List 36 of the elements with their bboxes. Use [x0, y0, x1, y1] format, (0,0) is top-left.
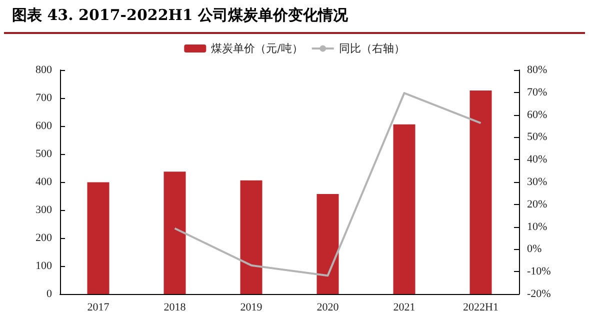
- legend-label: 煤炭单价（元/吨）: [211, 42, 303, 55]
- legend-label: 同比（右轴）: [338, 42, 405, 55]
- y-tick-label: 500: [36, 148, 52, 160]
- y-tick-label: 600: [36, 120, 52, 132]
- y2-tick-label: -20%: [527, 288, 551, 300]
- x-tick-label: 2022H1: [463, 302, 498, 314]
- bar: [470, 90, 492, 294]
- y2-tick-label: -10%: [527, 266, 551, 278]
- bar: [393, 124, 416, 294]
- y2-tick-label: 60%: [527, 108, 548, 121]
- x-tick-label: 2020: [316, 302, 340, 314]
- y-tick-label: 700: [36, 92, 52, 104]
- y2-tick-label: 30%: [527, 176, 548, 188]
- y-tick-label: 0: [46, 288, 52, 300]
- chart-title: 图表 43. 2017-2022H1 公司煤炭单价变化情况: [4, 0, 585, 34]
- bar: [316, 194, 339, 294]
- y2-tick-label: 20%: [527, 198, 548, 210]
- y2-tick-label: 70%: [527, 86, 548, 98]
- y-tick-label: 100: [36, 260, 52, 272]
- y2-tick-label: 40%: [527, 154, 548, 166]
- y-tick-label: 300: [36, 204, 52, 216]
- bar: [240, 180, 262, 294]
- x-tick-label: 2021: [393, 302, 416, 314]
- y-tick-label: 200: [36, 232, 52, 244]
- y2-tick-label: 10%: [527, 220, 548, 233]
- x-tick-label: 2017: [87, 302, 110, 314]
- y2-tick-label: 0%: [527, 243, 542, 256]
- x-tick-label: 2019: [240, 302, 263, 314]
- y2-tick-label: 50%: [527, 131, 548, 144]
- line-series: [174, 92, 482, 277]
- y-tick-label: 800: [36, 64, 52, 76]
- x-tick-label: 2018: [164, 302, 186, 314]
- bar: [87, 182, 110, 294]
- bar: [164, 172, 186, 294]
- y-tick-label: 400: [36, 176, 52, 188]
- y2-tick-label: 80%: [527, 64, 548, 76]
